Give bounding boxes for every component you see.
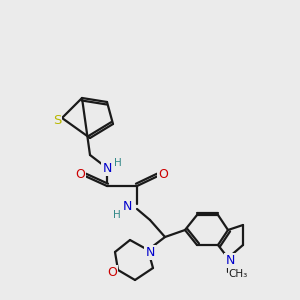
Text: N: N (102, 161, 112, 175)
Text: H: H (113, 210, 121, 220)
Text: O: O (158, 167, 168, 181)
Text: N: N (145, 245, 155, 259)
Text: N: N (225, 254, 235, 266)
Text: N: N (122, 200, 132, 214)
Text: O: O (75, 167, 85, 181)
Text: O: O (107, 266, 117, 278)
Text: H: H (114, 158, 122, 168)
Text: CH₃: CH₃ (228, 269, 248, 279)
Text: S: S (53, 113, 61, 127)
